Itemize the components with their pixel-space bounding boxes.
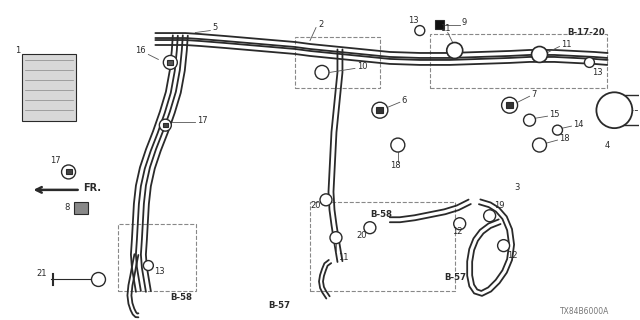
Bar [435,20,444,29]
Circle shape [502,97,518,113]
Text: 10: 10 [357,62,367,71]
Text: 6: 6 [402,96,407,105]
Circle shape [415,26,425,36]
Text: 11: 11 [561,40,572,49]
Text: 13: 13 [154,267,165,276]
Circle shape [498,240,509,252]
Circle shape [391,138,405,152]
Circle shape [454,218,466,230]
Text: 13: 13 [593,68,603,77]
Text: 3: 3 [515,183,520,192]
Circle shape [320,194,332,206]
Bar [167,60,173,65]
Text: TX84B6000A: TX84B6000A [559,307,609,316]
Circle shape [163,55,177,69]
Text: 16: 16 [136,46,146,55]
Text: 20: 20 [356,231,367,240]
Text: 11: 11 [440,24,450,33]
Circle shape [330,232,342,244]
Text: 13: 13 [408,16,419,25]
Text: 7: 7 [532,90,537,99]
Circle shape [315,65,329,79]
Circle shape [596,92,632,128]
Text: 1: 1 [15,46,20,55]
Circle shape [532,138,547,152]
Bar [376,107,383,113]
Circle shape [484,210,495,222]
Circle shape [92,273,106,286]
Text: B-57: B-57 [268,301,290,310]
Text: 19: 19 [493,201,504,210]
Bar [430,34,607,88]
Text: 8: 8 [65,203,70,212]
Bar [506,102,513,108]
Text: 14: 14 [573,120,584,129]
Bar [65,170,72,174]
Bar [163,123,168,127]
Text: 18: 18 [390,162,401,171]
Text: 11: 11 [338,253,348,262]
Circle shape [524,114,536,126]
Text: 17: 17 [197,116,208,125]
Circle shape [584,58,595,68]
Text: 17: 17 [51,156,61,164]
Circle shape [364,222,376,234]
Bar [118,224,196,292]
Text: 9: 9 [461,18,467,27]
Text: 21: 21 [36,269,47,278]
Text: 15: 15 [550,110,560,119]
Circle shape [552,125,563,135]
Circle shape [532,46,547,62]
Text: B-58: B-58 [370,210,392,219]
Bar [74,202,88,214]
Text: 5: 5 [212,23,218,32]
Text: 12: 12 [452,227,462,236]
Text: B-17-20: B-17-20 [568,28,605,37]
Text: FR.: FR. [83,183,102,193]
Circle shape [61,165,76,179]
FancyBboxPatch shape [22,54,76,121]
Circle shape [372,102,388,118]
Bar [310,202,454,292]
Text: B-58: B-58 [170,293,193,302]
Text: 4: 4 [604,140,610,149]
Text: 20: 20 [310,201,321,210]
Text: 2: 2 [318,20,323,29]
Text: B-57: B-57 [445,273,467,282]
Circle shape [447,43,463,59]
Circle shape [159,119,172,131]
Text: 18: 18 [559,133,570,143]
Circle shape [143,260,154,270]
Text: 12: 12 [508,251,518,260]
Bar [295,36,380,88]
